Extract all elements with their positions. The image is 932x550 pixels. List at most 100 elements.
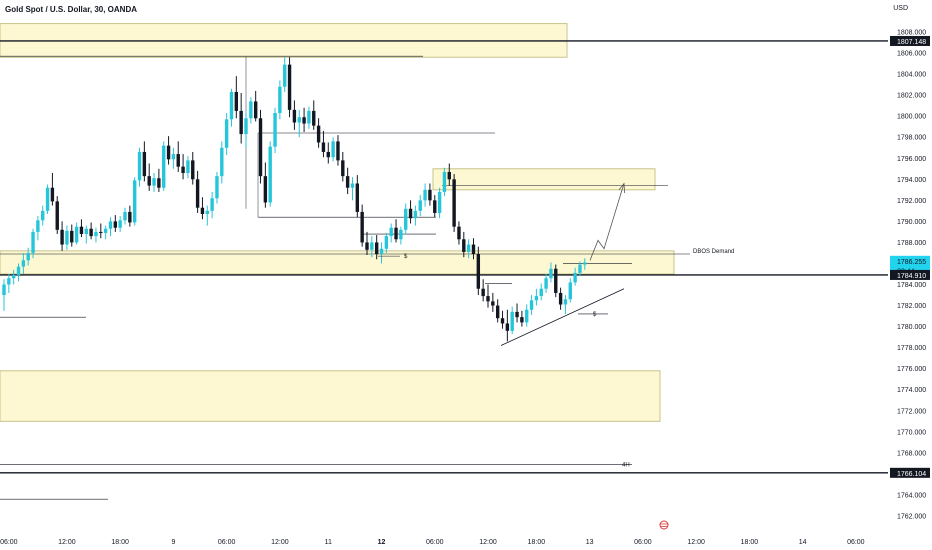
candle: [428, 183, 432, 206]
candle: [84, 225, 88, 244]
dollar-label-2: $: [593, 312, 597, 318]
y-tick-label: 1776.000: [897, 366, 926, 373]
candle: [408, 200, 413, 224]
price-tag-label: 1766.104: [897, 471, 926, 478]
candle: [283, 57, 287, 92]
candle: [50, 172, 55, 206]
candle-body: [466, 244, 471, 252]
candle-body: [428, 189, 432, 201]
levels-layer: [0, 40, 888, 500]
candle-body: [113, 221, 118, 228]
candle: [181, 154, 185, 180]
candle: [423, 183, 427, 207]
candle: [287, 57, 292, 118]
candle-body: [389, 227, 393, 237]
candle: [505, 309, 510, 342]
candle-body: [118, 220, 122, 228]
candle-body: [515, 311, 519, 318]
candle-body: [7, 278, 11, 285]
price-tag-bg: [890, 269, 930, 280]
candle: [2, 279, 6, 311]
candle-body: [84, 228, 88, 235]
price-tag-label: 1807.148: [897, 39, 926, 46]
candle: [554, 264, 558, 298]
candle: [191, 151, 195, 185]
y-tick-label: 1808.000: [897, 30, 926, 37]
price-tag: 1784.910: [890, 269, 930, 280]
y-tick-label: 1804.000: [897, 72, 926, 79]
candle: [292, 100, 297, 130]
candle: [157, 168, 161, 192]
x-tick-label: 12:00: [58, 539, 76, 546]
candle-body: [558, 292, 563, 305]
candle: [462, 231, 466, 258]
candle: [404, 203, 408, 235]
candle-body: [123, 211, 127, 221]
y-tick-label: 1784.000: [897, 282, 926, 289]
candle-body: [544, 278, 548, 289]
candle-body: [442, 171, 447, 192]
candle-body: [55, 201, 59, 230]
candle-body: [418, 200, 422, 211]
candle: [79, 219, 84, 238]
candle: [16, 263, 21, 282]
candle-body: [379, 248, 384, 255]
candle-body: [166, 145, 171, 160]
candle: [471, 238, 476, 260]
candle-body: [137, 151, 142, 181]
candle: [195, 170, 200, 213]
x-tick-label: 12:00: [479, 539, 497, 546]
candle: [365, 231, 369, 256]
candle: [268, 141, 272, 207]
trendline: [500, 288, 625, 346]
candle-body: [292, 109, 297, 123]
candle-body: [578, 264, 582, 273]
y-tick-label: 1772.000: [897, 408, 926, 415]
candle: [442, 167, 447, 197]
candle: [94, 227, 98, 243]
y-tick-label: 1778.000: [897, 345, 926, 352]
candle-body: [525, 309, 529, 323]
y-tick-label: 1802.000: [897, 93, 926, 100]
candle-body: [200, 207, 205, 215]
candle-body: [41, 210, 45, 221]
candle-body: [476, 254, 481, 289]
candle: [210, 191, 214, 219]
candle-body: [152, 178, 156, 186]
x-tick-label: 06:00: [0, 539, 18, 546]
y-tick-label: 1768.000: [897, 450, 926, 457]
candle: [520, 310, 524, 327]
timeframe-label: 4H: [622, 462, 630, 468]
candle-body: [215, 176, 219, 199]
y-tick-label: 1774.000: [897, 387, 926, 394]
candle-body: [520, 317, 524, 323]
candle-body: [399, 229, 403, 240]
y-tick-label: 1792.000: [897, 198, 926, 205]
candle: [224, 113, 229, 156]
y-tick-label: 1796.000: [897, 156, 926, 163]
candle: [515, 303, 519, 323]
candle: [74, 222, 79, 245]
candle: [152, 172, 156, 192]
candle: [355, 175, 360, 218]
candle: [147, 163, 151, 191]
candle: [413, 205, 418, 226]
candle: [128, 205, 132, 227]
candle: [26, 247, 30, 266]
candle: [113, 215, 118, 232]
candle: [476, 246, 481, 296]
candle: [360, 204, 364, 247]
y-tick-label: 1780.000: [897, 324, 926, 331]
candle: [529, 295, 534, 316]
price-tag-bg: [890, 255, 930, 266]
candle-body: [176, 154, 180, 167]
candle-body: [505, 323, 510, 331]
candle: [394, 219, 398, 243]
candle: [200, 197, 205, 220]
candle-body: [336, 141, 340, 161]
candle: [249, 97, 253, 124]
price-tag-label: 1784.910: [897, 273, 926, 280]
projection-arrowhead: [618, 182, 625, 194]
candle: [176, 141, 180, 172]
